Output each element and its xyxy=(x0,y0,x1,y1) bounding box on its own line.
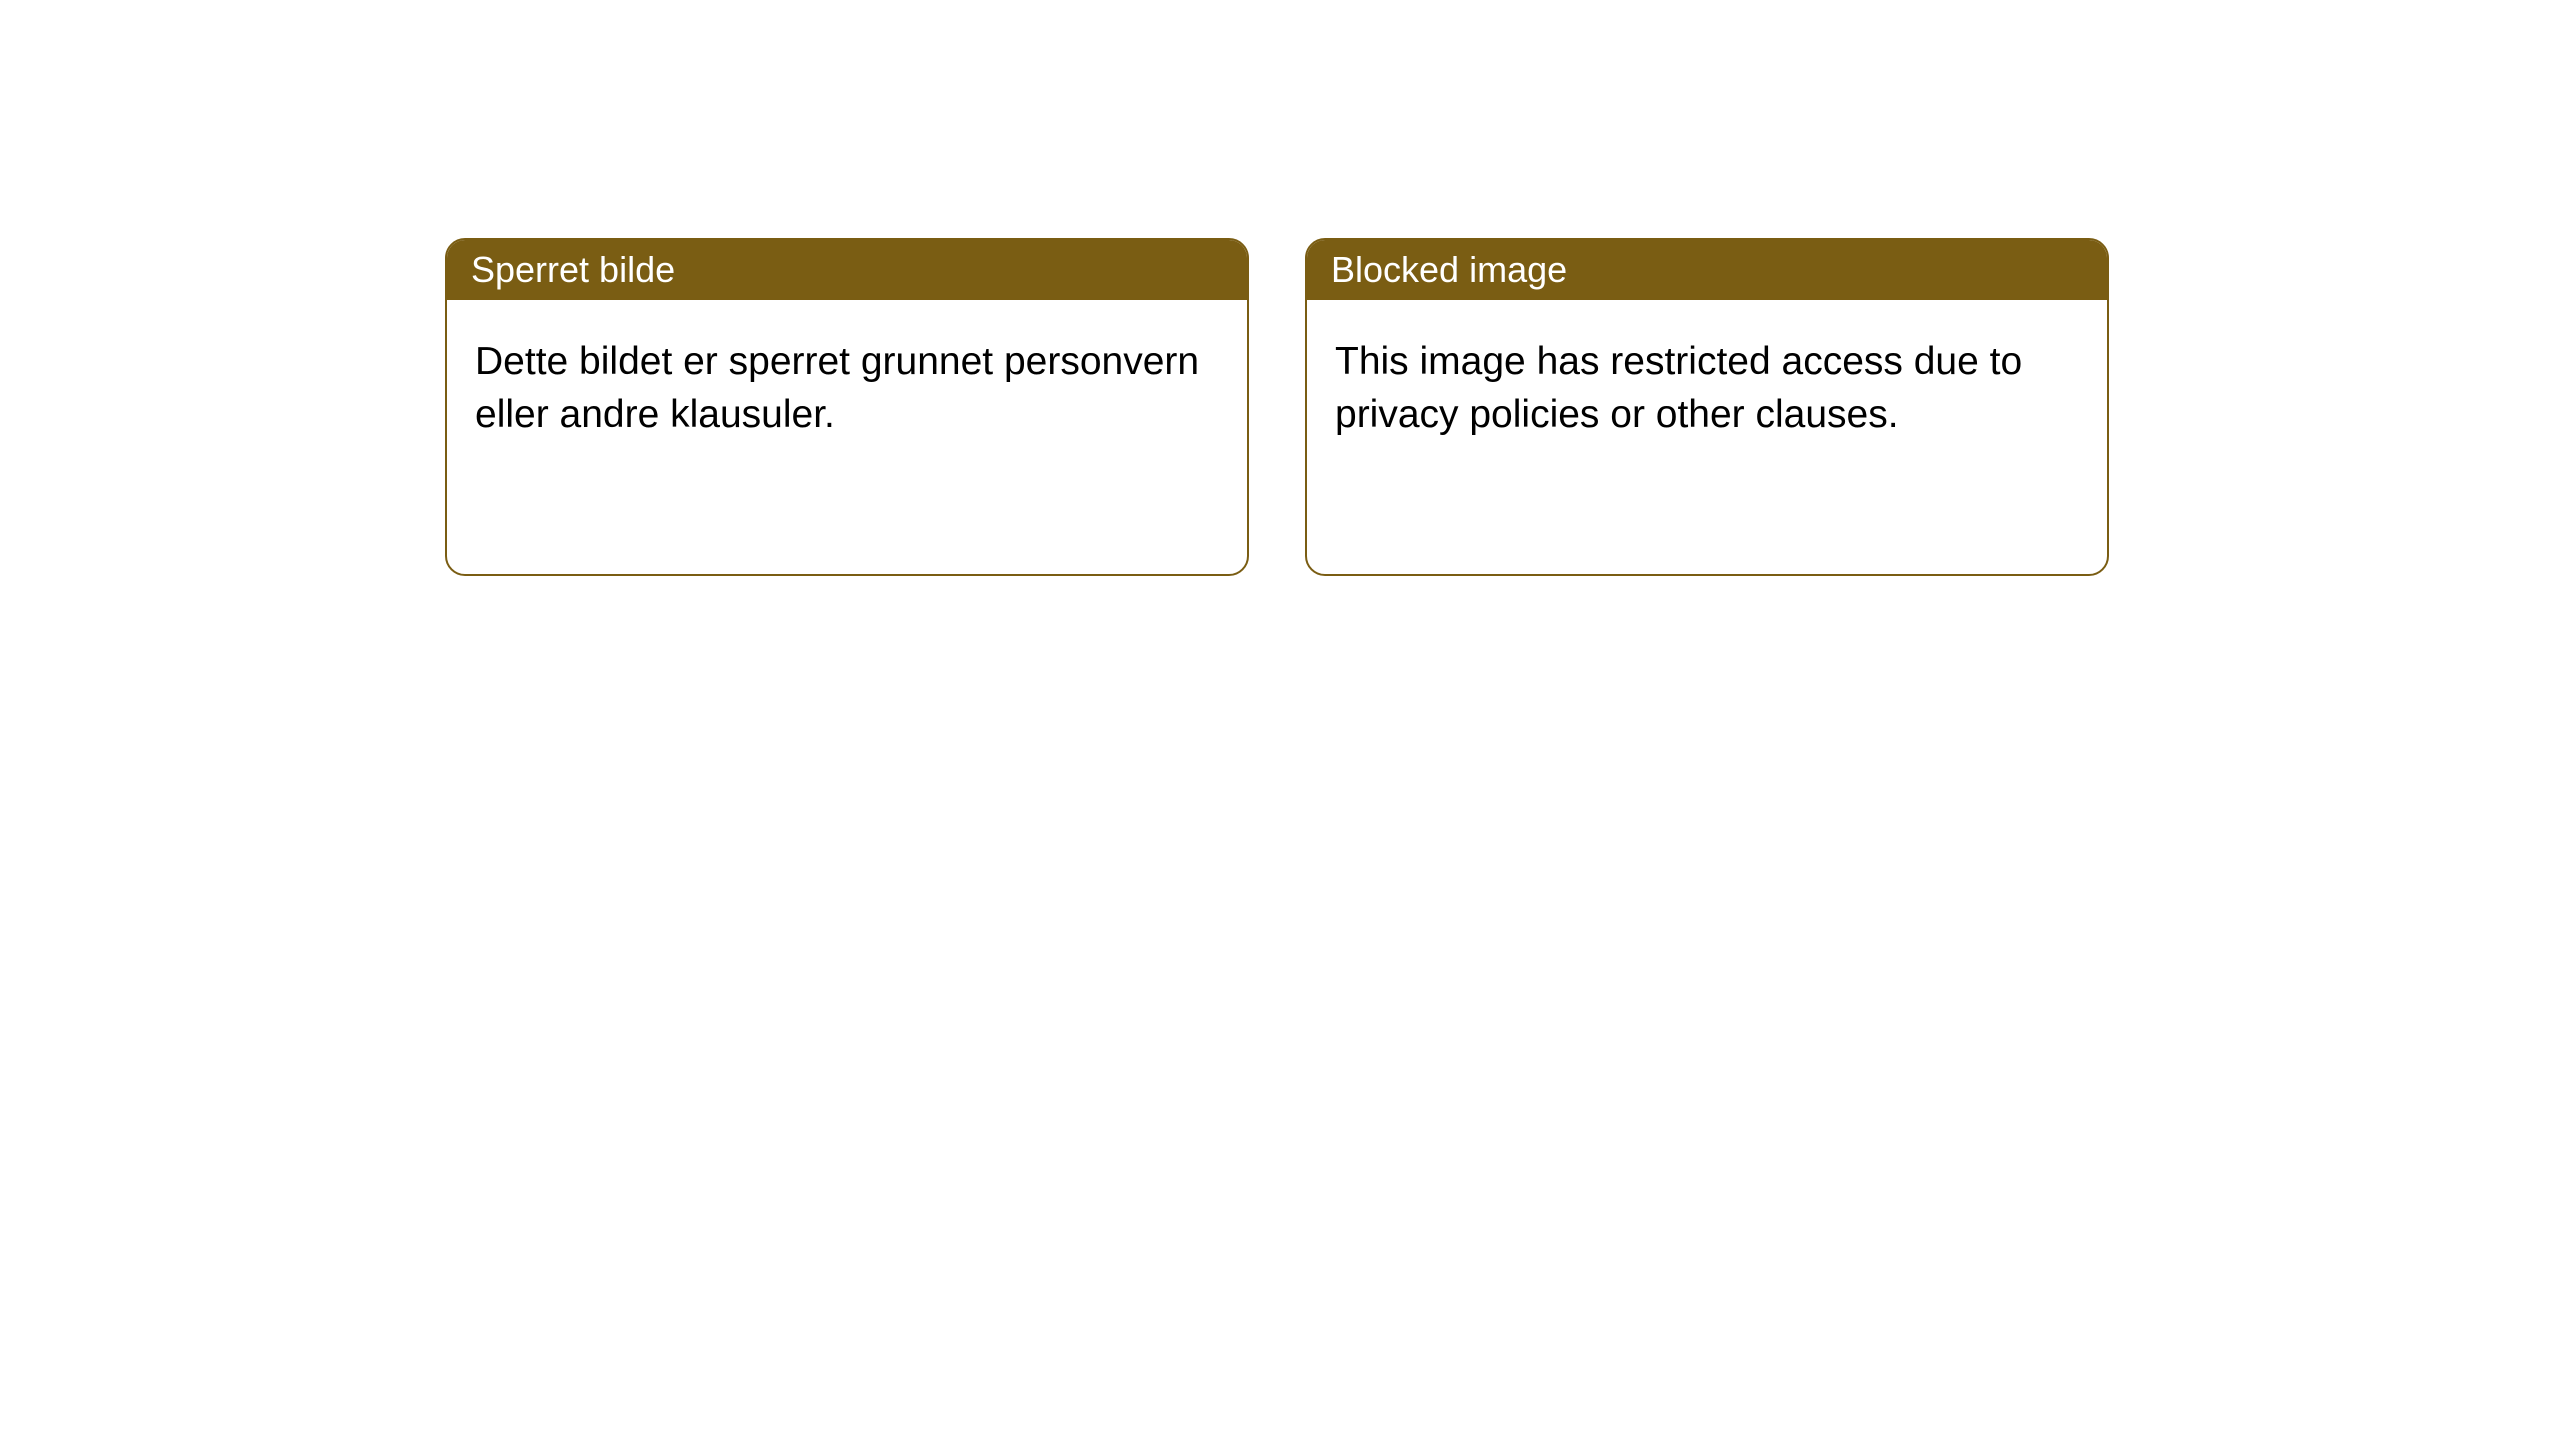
notice-body-text-no: Dette bildet er sperret grunnet personve… xyxy=(475,340,1199,436)
notice-container: Sperret bilde Dette bildet er sperret gr… xyxy=(445,238,2109,576)
notice-body-en: This image has restricted access due to … xyxy=(1307,300,2107,477)
notice-header-text-no: Sperret bilde xyxy=(471,249,675,291)
notice-body-no: Dette bildet er sperret grunnet personve… xyxy=(447,300,1247,477)
notice-card-no: Sperret bilde Dette bildet er sperret gr… xyxy=(445,238,1249,576)
notice-card-en: Blocked image This image has restricted … xyxy=(1305,238,2109,576)
notice-header-no: Sperret bilde xyxy=(447,240,1247,300)
notice-header-en: Blocked image xyxy=(1307,240,2107,300)
notice-header-text-en: Blocked image xyxy=(1331,249,1567,291)
notice-body-text-en: This image has restricted access due to … xyxy=(1335,340,2022,436)
